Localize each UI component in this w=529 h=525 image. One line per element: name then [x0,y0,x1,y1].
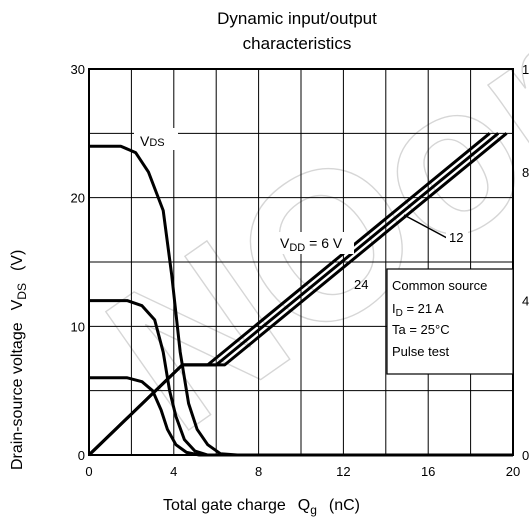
chart-title-line2: characteristics [243,34,352,53]
info-line-4: Pulse test [392,344,449,359]
chart-title-line1: Dynamic input/output [217,9,377,28]
y-tick-label: 0 [78,448,85,463]
label-12-bg [446,228,468,246]
right-tick-label: 4 [522,294,529,309]
vds-label-bg [134,128,178,150]
plot-frame [88,68,514,456]
info-line-1: Common source [392,278,487,293]
x-tick-label: 8 [255,464,262,479]
leader-12 [403,214,448,239]
info-box [386,268,514,375]
right-tick-label: 8 [522,165,529,180]
x-tick-label: 20 [506,464,520,479]
series-line-2 [89,376,513,457]
info-line-3: Ta = 25°C [392,322,450,337]
y-axis-label: Drain-source voltageVDS(V) [9,250,29,470]
series-line-1 [89,299,513,457]
x-tick-label: 0 [85,464,92,479]
vdd-annotation: VDD = 6 V [280,235,343,254]
right-tick-label: 1 [522,62,529,77]
vdd-label-bg [276,232,354,254]
x-axis-label: Total gate charge Qg (nC) [163,497,360,517]
vds-annotation: VDS [140,133,165,149]
right-tick-label: 0 [522,448,529,463]
label-24: 24 [354,277,368,292]
y-tick-label: 10 [71,319,85,334]
x-tick-label: 12 [336,464,350,479]
series-line-5 [87,132,508,457]
y-tick-label: 30 [71,62,85,77]
x-tick-label: 16 [421,464,435,479]
label-12: 12 [449,230,463,245]
series-group [87,132,513,457]
info-line-2: ID = 21 A [392,301,444,319]
y-tick-label: 20 [71,191,85,206]
x-tick-label: 4 [170,464,177,479]
